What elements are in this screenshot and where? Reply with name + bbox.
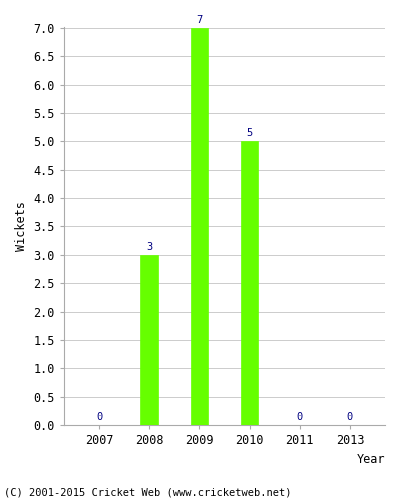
Text: 0: 0 [347, 412, 353, 422]
Text: Year: Year [356, 453, 385, 466]
Text: 0: 0 [96, 412, 102, 422]
Text: 5: 5 [246, 128, 253, 138]
Y-axis label: Wickets: Wickets [15, 201, 28, 251]
Text: 7: 7 [196, 15, 202, 25]
Bar [191, 28, 208, 425]
Bar [140, 255, 158, 425]
Text: (C) 2001-2015 Cricket Web (www.cricketweb.net): (C) 2001-2015 Cricket Web (www.cricketwe… [4, 488, 292, 498]
Bar [241, 142, 258, 425]
Text: 3: 3 [146, 242, 152, 252]
Text: 0: 0 [296, 412, 303, 422]
